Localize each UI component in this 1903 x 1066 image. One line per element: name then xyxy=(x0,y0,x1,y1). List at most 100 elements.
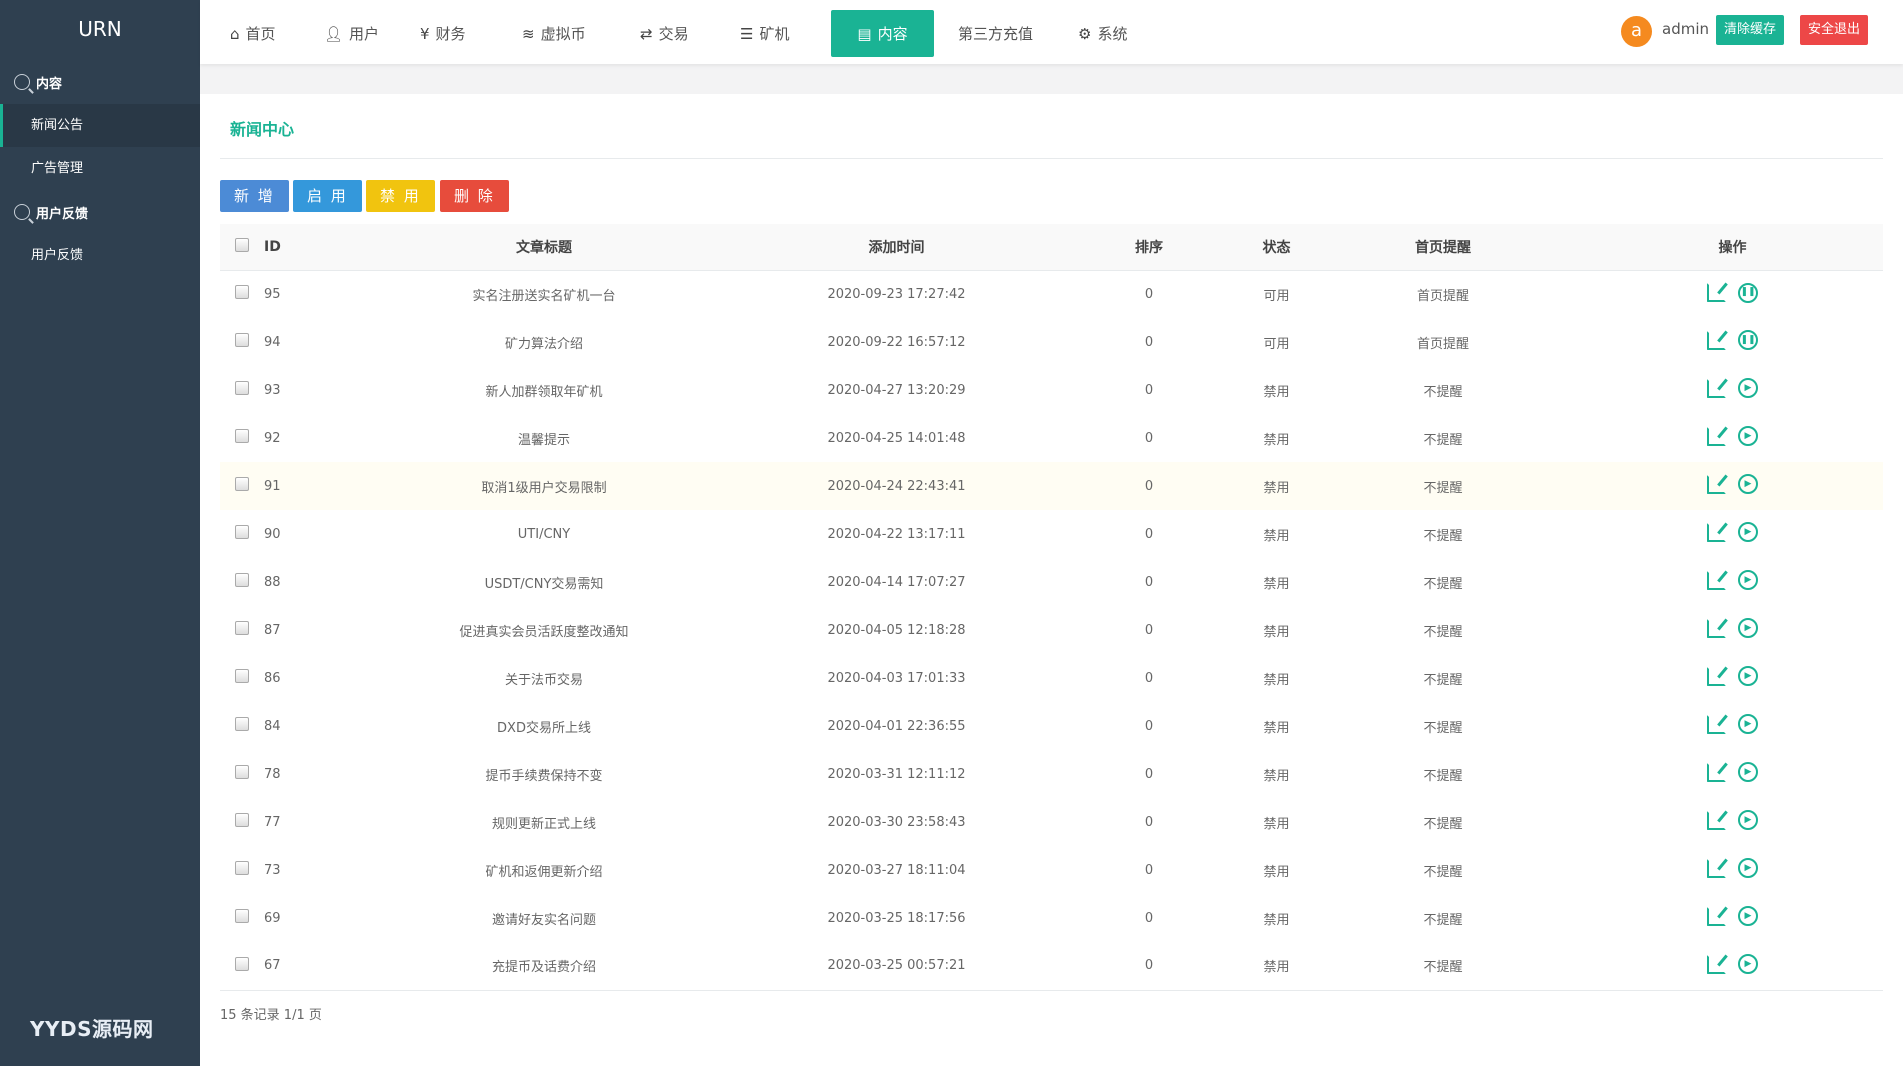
edit-icon[interactable] xyxy=(1707,666,1726,686)
play-icon[interactable]: ▶ xyxy=(1738,714,1758,735)
row-checkbox[interactable] xyxy=(235,813,249,827)
row-checkbox[interactable] xyxy=(235,477,249,491)
row-checkbox[interactable] xyxy=(235,285,249,300)
table-row[interactable]: 94 矿力算法介绍 2020-09-22 16:57:12 0 可用 首页提醒 ❚❚ xyxy=(220,318,1883,366)
play-icon[interactable]: ▶ xyxy=(1738,378,1758,399)
edit-icon[interactable] xyxy=(1707,522,1726,542)
edit-icon[interactable] xyxy=(1707,283,1726,302)
row-checkbox[interactable] xyxy=(235,765,249,779)
row-checkbox[interactable] xyxy=(235,909,249,923)
row-checkbox[interactable] xyxy=(235,429,249,443)
edit-icon[interactable] xyxy=(1707,378,1726,398)
play-icon[interactable]: ▶ xyxy=(1738,906,1758,927)
yen-icon: ¥ xyxy=(420,24,430,43)
logout-button[interactable]: 安全退出 xyxy=(1800,15,1869,45)
sidebar-group-feedback[interactable]: 用户反馈 xyxy=(0,190,200,234)
nav-miner[interactable]: ☰ 矿机 xyxy=(734,10,795,57)
edit-icon[interactable] xyxy=(1707,474,1726,494)
play-icon[interactable]: ▶ xyxy=(1738,522,1758,543)
edit-icon[interactable] xyxy=(1707,618,1726,638)
add-button[interactable]: 新 增 xyxy=(220,180,289,212)
nav-home[interactable]: ⌂ 首页 xyxy=(224,10,282,57)
checkbox-cell xyxy=(220,894,264,942)
avatar[interactable]: a xyxy=(1621,16,1652,47)
table-row[interactable]: 93 新人加群领取年矿机 2020-04-27 13:20:29 0 禁用 不提醒 ▶ xyxy=(220,366,1883,414)
username[interactable]: admin xyxy=(1662,20,1709,38)
reminder-cell: 不提醒 xyxy=(1423,720,1463,736)
sidebar-item-ads[interactable]: 广告管理 xyxy=(31,161,84,176)
checkbox-cell xyxy=(220,558,264,606)
home-icon: ⌂ xyxy=(230,24,240,43)
table-row[interactable]: 95 实名注册送实名矿机一台 2020-09-23 17:27:42 0 可用 首页提醒 ❚… xyxy=(220,270,1883,318)
nav-user[interactable]: 👤︎ 用户 xyxy=(318,10,385,57)
row-checkbox[interactable] xyxy=(235,525,249,539)
disable-button[interactable]: 禁 用 xyxy=(366,180,435,212)
id-cell: 88 xyxy=(264,574,281,590)
enable-button[interactable]: 启 用 xyxy=(293,180,362,212)
actions-cell: ▶ xyxy=(1582,894,1883,942)
checkbox-cell xyxy=(220,606,264,654)
table-row[interactable]: 92 温馨提示 2020-04-25 14:01:48 0 禁用 不提醒 ▶ xyxy=(220,414,1883,462)
table-row[interactable]: 90 UTI/CNY 2020-04-22 13:17:11 0 禁用 不提醒 ▶ xyxy=(220,510,1883,558)
delete-button[interactable]: 删 除 xyxy=(440,180,509,212)
sort-cell: 0 xyxy=(1144,622,1154,638)
row-checkbox[interactable] xyxy=(235,956,249,971)
edit-icon[interactable] xyxy=(1707,330,1726,350)
sort-cell: 0 xyxy=(1144,430,1154,446)
title-cell: 取消1级用户交易限制 xyxy=(344,462,744,510)
table-row[interactable]: 91 取消1级用户交易限制 2020-04-24 22:43:41 0 禁用 不提醒 ▶ xyxy=(220,462,1883,510)
row-checkbox[interactable] xyxy=(235,717,249,731)
nav-finance[interactable]: ¥ 财务 xyxy=(414,10,472,57)
table-row[interactable]: 78 提币手续费保持不变 2020-03-31 12:11:12 0 禁用 不提醒 ▶ xyxy=(220,750,1883,798)
sidebar-group-content[interactable]: 内容 xyxy=(0,60,200,104)
edit-icon[interactable] xyxy=(1707,570,1726,590)
table-row[interactable]: 86 关于法币交易 2020-04-03 17:01:33 0 禁用 不提醒 ▶ xyxy=(220,654,1883,702)
actions-cell: ▶ xyxy=(1582,462,1883,510)
nav-trade[interactable]: ⇄ 交易 xyxy=(634,10,695,57)
table-row[interactable]: 88 USDT/CNY交易需知 2020-04-14 17:07:27 0 禁用 不提醒 ▶ xyxy=(220,558,1883,606)
sidebar-item-feedback[interactable]: 用户反馈 xyxy=(31,248,84,263)
nav-label: 虚拟币 xyxy=(540,25,586,43)
play-icon[interactable]: ▶ xyxy=(1738,954,1758,974)
edit-icon[interactable] xyxy=(1707,858,1726,878)
play-icon[interactable]: ▶ xyxy=(1738,762,1758,783)
nav-third-party-recharge[interactable]: 第三方充值 xyxy=(952,10,1039,57)
table-row[interactable]: 87 促进真实会员活跃度整改通知 2020-04-05 12:18:28 0 禁用 不提醒… xyxy=(220,606,1883,654)
pause-icon[interactable]: ❚❚ xyxy=(1738,282,1758,303)
pause-icon[interactable]: ❚❚ xyxy=(1738,330,1758,351)
sidebar-item-news[interactable]: 新闻公告 xyxy=(0,104,200,147)
play-icon[interactable]: ▶ xyxy=(1738,618,1758,639)
table-row[interactable]: 73 矿机和返佣更新介绍 2020-03-27 18:11:04 0 禁用 不提醒 ▶ xyxy=(220,846,1883,894)
sort-cell: 0 xyxy=(1144,910,1154,926)
nav-crypto[interactable]: ≋ 虚拟币 xyxy=(516,10,592,57)
select-all-checkbox[interactable] xyxy=(235,237,249,252)
table-row[interactable]: 69 邀请好友实名问题 2020-03-25 18:17:56 0 禁用 不提醒 ▶ xyxy=(220,894,1883,942)
play-icon[interactable]: ▶ xyxy=(1738,474,1758,495)
edit-icon[interactable] xyxy=(1707,714,1726,734)
row-checkbox[interactable] xyxy=(235,621,249,635)
nav-system[interactable]: ⚙ 系统 xyxy=(1072,10,1133,57)
edit-icon[interactable] xyxy=(1707,426,1726,446)
title-cell: 促进真实会员活跃度整改通知 xyxy=(459,624,629,640)
row-checkbox[interactable] xyxy=(235,669,249,683)
row-checkbox[interactable] xyxy=(235,861,249,875)
play-icon[interactable]: ▶ xyxy=(1738,858,1758,879)
play-icon[interactable]: ▶ xyxy=(1738,810,1758,831)
table-row[interactable]: 67 充提币及话费介绍 2020-03-25 00:57:21 0 禁用 不提醒 ▶ xyxy=(220,942,1883,991)
table-row[interactable]: 77 规则更新正式上线 2020-03-30 23:58:43 0 禁用 不提醒 ▶ xyxy=(220,798,1883,846)
row-checkbox[interactable] xyxy=(235,333,249,347)
edit-icon[interactable] xyxy=(1707,810,1726,830)
play-icon[interactable]: ▶ xyxy=(1738,666,1758,687)
edit-icon[interactable] xyxy=(1707,762,1726,782)
row-checkbox[interactable] xyxy=(235,573,249,587)
actions-cell: ▶ xyxy=(1582,510,1883,558)
row-checkbox[interactable] xyxy=(235,381,249,395)
clear-cache-button[interactable]: 清除缓存 xyxy=(1716,15,1785,45)
edit-icon[interactable] xyxy=(1707,906,1726,926)
nav-content[interactable]: ▤ 内容 xyxy=(831,10,934,57)
play-icon[interactable]: ▶ xyxy=(1738,570,1758,591)
id-cell: 86 xyxy=(264,670,281,686)
edit-icon[interactable] xyxy=(1707,954,1726,974)
play-icon[interactable]: ▶ xyxy=(1738,426,1758,447)
table-row[interactable]: 84 DXD交易所上线 2020-04-01 22:36:55 0 禁用 不提醒 ▶ xyxy=(220,702,1883,750)
